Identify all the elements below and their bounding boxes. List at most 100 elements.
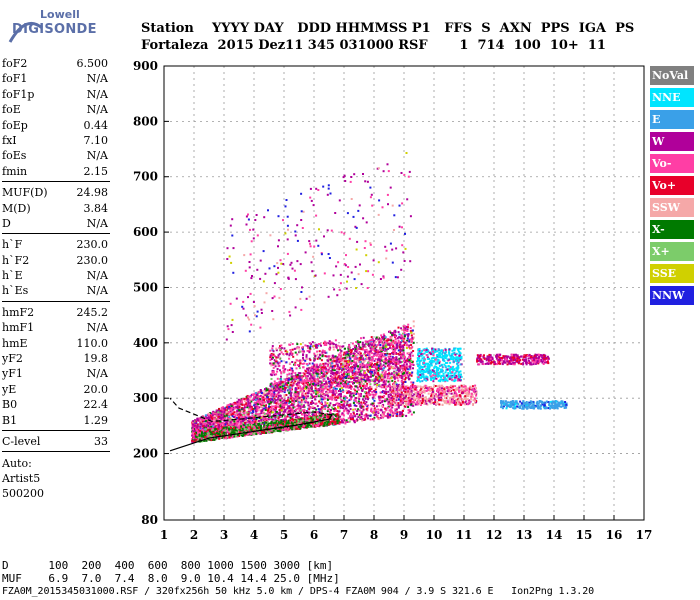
echo-point [373,399,376,402]
echo-point [289,349,292,351]
echo-point [398,395,401,398]
echo-point [206,424,208,427]
param-row-h-f: h`F 230.0 [2,237,110,252]
echo-point [205,428,208,431]
echo-point [340,376,343,379]
echo-point [302,372,305,375]
echo-point [346,412,349,415]
logo-arc-icon [8,21,43,43]
echo-point [278,413,280,415]
echo-point [362,401,365,404]
echo-point [397,368,400,371]
echo-point [393,330,396,333]
echo-point [364,380,367,383]
echo-point [375,354,378,357]
echo-point [381,369,384,372]
echo-point [373,416,376,419]
echo-point [305,397,308,400]
echo-point [360,378,363,380]
echo-point [217,411,220,414]
echo-point [320,395,322,398]
echo-point [339,384,342,387]
echo-point [372,393,375,396]
echo-point [283,347,286,350]
echo-point [247,400,250,403]
echo-point [235,411,238,414]
echo-point [360,405,363,408]
echo-point [267,397,269,400]
echo-point [234,424,237,427]
echo-point [223,411,226,414]
echo-point [294,389,297,391]
echo-point [371,346,373,348]
echo-point [268,415,271,418]
echo-point [248,415,251,418]
echo-point [354,354,357,356]
echo-point [320,384,323,387]
echo-point [266,418,269,420]
echo-point [343,364,346,366]
echo-point [278,398,281,401]
echo-point [298,372,301,375]
echo-point [390,409,393,412]
param-name: C-level [2,434,41,448]
echo-point [376,414,379,417]
echo-point [272,423,275,426]
artist-id: 500200 [2,487,44,501]
echo-point [214,423,217,426]
echo-point [372,395,375,398]
echo-point [274,412,277,415]
echo-point [379,377,382,380]
echo-point [379,360,381,363]
echo-point [259,389,262,391]
echo-point [280,351,283,354]
echo-point [330,381,333,384]
echo-point [360,401,363,404]
echo-point [382,373,385,376]
param-row-fof1p: foF1p N/A [2,87,110,102]
echo-point [243,400,246,403]
echo-point [291,396,294,399]
echo-point [290,414,293,416]
echo-point [392,351,395,354]
param-row-foep: foEp 0.44 [2,118,110,133]
echo-point [355,363,358,366]
echo-point [296,386,299,389]
echo-point [345,409,348,412]
echo-point [398,369,401,372]
echo-point [256,420,259,423]
echo-point [373,366,375,368]
echo-point [362,358,365,361]
echo-point [401,337,404,340]
echo-point [344,397,347,400]
echo-point [408,373,411,376]
echo-point [245,420,247,422]
echo-point [379,359,382,362]
echo-point [323,364,326,367]
echo-point [288,392,291,395]
echo-point [196,423,199,426]
echo-point [399,365,402,367]
echo-point [342,397,345,400]
echo-point [401,411,403,414]
echo-point [379,416,382,419]
echo-point [395,404,398,407]
echo-point [292,409,294,412]
echo-point [290,353,293,355]
echo-point [409,330,412,333]
param-name: hmE [2,336,28,350]
echo-point [339,388,342,391]
echo-point [294,375,297,378]
echo-point [294,400,297,402]
echo-point [405,414,408,417]
echo-point [329,387,331,390]
echo-point [324,403,327,406]
echo-point [306,364,309,367]
echo-point [324,404,327,407]
echo-point [376,353,379,356]
echo-point [297,405,300,408]
echo-point [260,392,263,394]
echo-point [407,376,410,379]
echo-point [255,399,257,401]
echo-point [340,367,343,370]
